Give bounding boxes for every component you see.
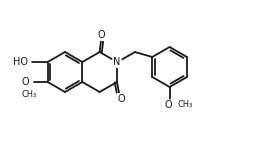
- Text: O: O: [21, 77, 29, 87]
- Text: HO: HO: [13, 57, 28, 67]
- Text: CH₃: CH₃: [178, 100, 193, 109]
- Text: O: O: [165, 100, 172, 110]
- Text: CH₃: CH₃: [21, 90, 36, 99]
- Text: O: O: [98, 30, 106, 40]
- Text: N: N: [113, 57, 121, 67]
- Text: O: O: [117, 94, 125, 104]
